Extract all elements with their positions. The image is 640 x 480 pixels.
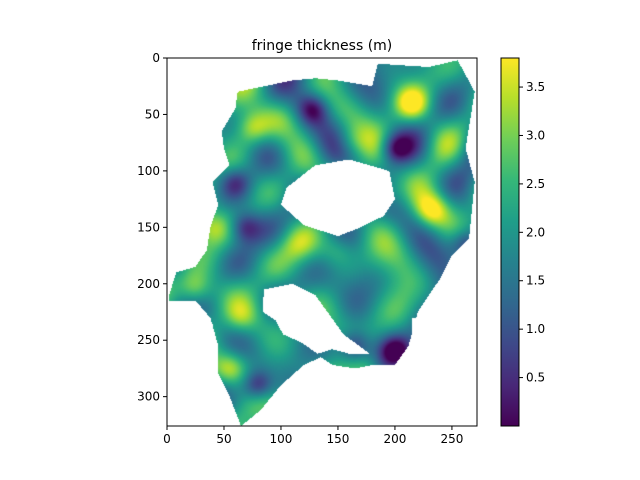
colorbar-tick-label: 2.0	[526, 225, 545, 239]
colorbar-tick-label: 0.5	[526, 371, 545, 385]
colorbar-tick-label: 3.0	[526, 128, 545, 142]
y-tick-label: 300	[137, 390, 160, 404]
y-tick-label: 150	[137, 220, 160, 234]
y-axis: 0 50 100 150 200 250 300	[137, 51, 167, 404]
heatmap-image	[167, 58, 477, 426]
y-tick-label: 200	[137, 277, 160, 291]
x-tick-label: 50	[216, 432, 231, 446]
x-tick-label: 0	[163, 432, 171, 446]
colorbar-tick-label: 3.5	[526, 80, 545, 94]
x-tick-label: 150	[327, 432, 350, 446]
plot-area	[167, 58, 477, 426]
y-tick-label: 250	[137, 333, 160, 347]
colorbar-tick-label: 1.0	[526, 322, 545, 336]
colorbar	[500, 57, 520, 427]
axes-frame	[166, 57, 478, 427]
colorbar-axis: 0.5 1.0 1.5 2.0 2.5 3.0 3.5	[519, 80, 545, 385]
y-tick-label: 50	[145, 107, 160, 121]
chart-title: fringe thickness (m)	[252, 38, 393, 54]
x-axis: 0 50 100 150 200 250	[163, 426, 463, 446]
x-tick-label: 200	[383, 432, 406, 446]
y-tick-label: 100	[137, 164, 160, 178]
y-tick-label: 0	[152, 51, 160, 65]
colorbar-tick-label: 2.5	[526, 177, 545, 191]
x-tick-label: 250	[440, 432, 463, 446]
x-tick-label: 100	[270, 432, 293, 446]
colorbar-tick-label: 1.5	[526, 274, 545, 288]
